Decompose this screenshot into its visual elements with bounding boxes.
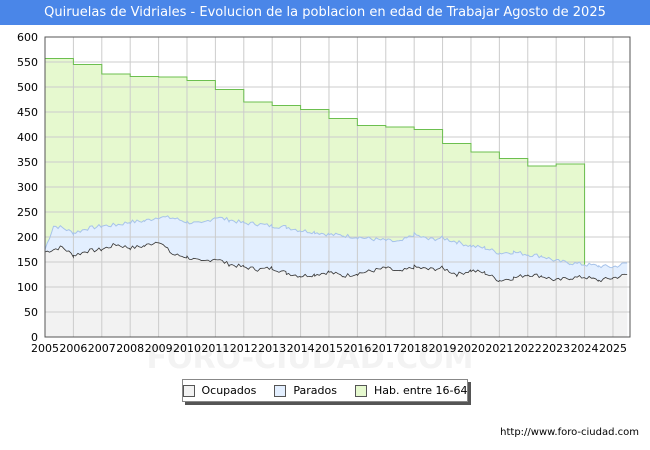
ocupados-line <box>44 241 628 283</box>
x-tick-label: 2023 <box>542 342 570 355</box>
y-tick-label: 450 <box>17 106 38 119</box>
plot-frame <box>44 36 631 338</box>
chart-title: Quiruelas de Vidriales - Evolucion de la… <box>44 5 606 20</box>
parados-line <box>44 215 628 269</box>
y-tick-label: 500 <box>17 81 38 94</box>
y-tick-label: 400 <box>17 131 38 144</box>
x-tick-label: 2020 <box>457 342 485 355</box>
y-tick-label: 350 <box>17 156 38 169</box>
y-tick-label: 150 <box>17 256 38 269</box>
y-tick-label: 0 <box>31 331 38 344</box>
x-tick-label: 2008 <box>116 342 144 355</box>
legend-swatch-hab <box>354 384 367 397</box>
x-tick-label: 2011 <box>201 342 229 355</box>
y-tick-label: 50 <box>24 306 38 319</box>
legend-swatch-ocupados <box>182 384 195 397</box>
x-tick-label: 2019 <box>429 342 457 355</box>
x-tick-label: 2022 <box>514 342 542 355</box>
legend-item-hab: Hab. entre 16-64 <box>354 384 468 397</box>
legend-swatch-parados <box>274 384 287 397</box>
x-tick-label: 2012 <box>230 342 258 355</box>
y-tick-label: 550 <box>17 56 38 69</box>
x-tick-label: 2010 <box>173 342 201 355</box>
x-tick-label: 2016 <box>343 342 371 355</box>
x-tick-label: 2024 <box>571 342 599 355</box>
x-tick-label: 2009 <box>145 342 173 355</box>
watermark: FORO-CIUDAD.COM <box>147 341 474 376</box>
x-tick-label: 2007 <box>88 342 116 355</box>
legend-item-parados: Parados <box>274 384 337 397</box>
source-link[interactable]: http://www.foro-ciudad.com <box>500 427 639 438</box>
x-tick-label: 2015 <box>315 342 343 355</box>
title-bar <box>0 0 650 25</box>
ocupados-area <box>45 242 628 337</box>
y-tick-label: 250 <box>17 206 38 219</box>
x-tick-label: 2021 <box>485 342 513 355</box>
y-tick-label: 300 <box>17 181 38 194</box>
y-tick-label: 600 <box>17 31 38 44</box>
x-tick-label: 2013 <box>258 342 286 355</box>
y-tick-label: 100 <box>17 281 38 294</box>
legend-item-ocupados: Ocupados <box>182 384 257 397</box>
x-tick-label: 2025 <box>599 342 627 355</box>
y-tick-label: 200 <box>17 231 38 244</box>
hab-line <box>45 58 586 265</box>
x-tick-label: 2018 <box>400 342 428 355</box>
x-tick-label: 2006 <box>59 342 87 355</box>
x-tick-label: 2005 <box>31 342 59 355</box>
legend-label-ocupados: Ocupados <box>201 384 257 397</box>
legend: Ocupados Parados Hab. entre 16-64 <box>182 379 468 402</box>
x-tick-label: 2017 <box>372 342 400 355</box>
legend-label-hab: Hab. entre 16-64 <box>373 384 468 397</box>
x-tick-label: 2014 <box>287 342 315 355</box>
legend-label-parados: Parados <box>293 384 337 397</box>
